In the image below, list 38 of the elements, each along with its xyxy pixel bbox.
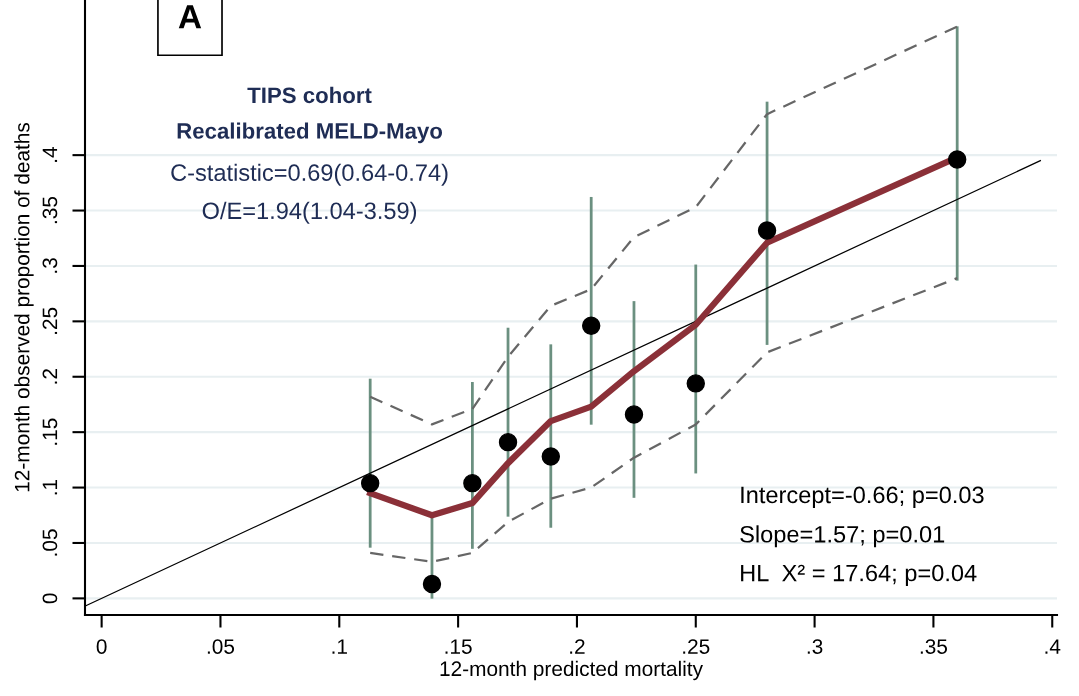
point xyxy=(757,221,777,240)
point xyxy=(947,150,967,169)
point xyxy=(581,316,601,335)
y-tick-label: .1 xyxy=(42,479,58,495)
annotation: Intercept=-0.66; p=0.03 xyxy=(741,486,984,508)
annotation: TIPS cohort xyxy=(247,86,372,104)
x-tick-label: .1 xyxy=(332,639,347,654)
annotation: A xyxy=(178,5,202,29)
point xyxy=(541,447,561,466)
point xyxy=(422,574,442,594)
y-axis-title: 12-month observed proportion of deaths xyxy=(14,122,34,492)
annotation: Slope=1.57; p=0.01 xyxy=(740,525,945,548)
point xyxy=(686,374,705,393)
x-axis-title: 12-month predicted mortality xyxy=(440,660,703,681)
annotation: Recalibrated MELD-Mayo xyxy=(177,122,443,144)
y-tick-label: .35 xyxy=(42,196,58,224)
annotation: O/E=1.94(1.04-3.59) xyxy=(202,201,417,224)
point xyxy=(360,473,380,493)
point xyxy=(624,405,644,424)
x-tick-label: .3 xyxy=(807,639,823,654)
x-tick-label: .25 xyxy=(683,639,710,654)
y-tick-label: .2 xyxy=(42,369,58,384)
annotation: C-statistic=0.69(0.64-0.74) xyxy=(171,163,448,186)
y-tick-label: .25 xyxy=(42,307,58,334)
x-tick-label: .4 xyxy=(1045,639,1061,654)
x-tick-label: 0 xyxy=(96,639,107,654)
x-tick-label: .05 xyxy=(207,639,235,654)
x-tick-label: .2 xyxy=(570,639,585,654)
y-tick-label: .3 xyxy=(42,258,58,273)
y-tick-label: 0 xyxy=(42,593,58,604)
y-tick-label: .05 xyxy=(42,529,58,556)
x-tick-label: .35 xyxy=(920,639,948,654)
annotation: HL X² = 17.64; p=0.04 xyxy=(741,564,977,587)
point xyxy=(498,432,518,452)
point xyxy=(463,473,482,493)
x-tick-label: .15 xyxy=(445,639,472,654)
y-tick-label: .4 xyxy=(42,147,58,162)
y-tick-label: .15 xyxy=(42,418,58,445)
